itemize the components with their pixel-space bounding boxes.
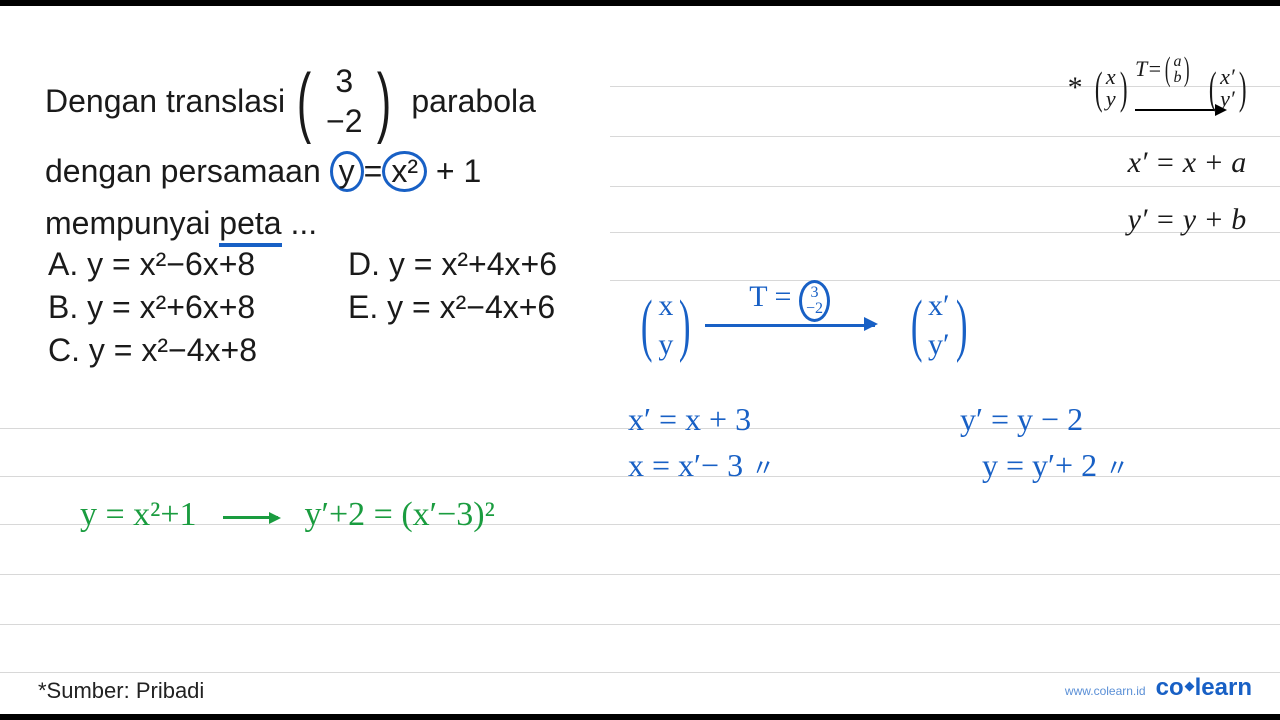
vec-xp: x′ [1220, 66, 1235, 88]
vec-b: b [1173, 70, 1181, 86]
vector-top: 3 [335, 61, 353, 101]
circled-y: y [330, 151, 364, 192]
vec-a: a [1173, 54, 1181, 70]
brand-post: learn [1195, 674, 1252, 701]
option-e: E. y = x²−4x+6 [348, 289, 557, 326]
blue-working-mapping: (xy) T = 3 −2 (x′y′) [635, 286, 973, 364]
problem-text: Dengan translasi [45, 77, 285, 125]
hw-vec-xy: (xy) [635, 286, 697, 364]
green-rhs: y′+2 = (x′−3)² [305, 496, 495, 533]
hw-arrow: T = 3 −2 [705, 324, 875, 327]
brand-dot-icon [1184, 682, 1194, 692]
eq-yprime: y′ = y − 2 [960, 396, 1129, 442]
problem-text: ... [282, 205, 318, 241]
hw-vec-xyp: (x′y′) [905, 286, 973, 364]
brand-site: www.colearn.id [1065, 684, 1146, 698]
xy-vector: (xy) [1091, 61, 1131, 114]
green-working: y = x²+1 y′+2 = (x′−3)² [80, 496, 495, 534]
eq-x: x = x′− 3 [628, 447, 743, 483]
eq-y: y = y′+ 2 [982, 447, 1097, 483]
underlined-peta: peta [219, 205, 281, 247]
green-lhs: y = x²+1 [80, 496, 197, 533]
brand-pre: co [1156, 674, 1184, 701]
problem-text: mempunyai [45, 205, 219, 241]
source-footer: *Sumber: Pribadi [38, 678, 204, 704]
problem-text: dengan persamaan [45, 153, 321, 189]
blue-working-x: x′ = x + 3 x = x′− 3 〃 [628, 396, 775, 489]
eq-xprime: x′ = x + 3 [628, 396, 775, 442]
hw-x: x [658, 286, 673, 325]
green-arrow [223, 516, 278, 519]
hw-y: y [658, 325, 673, 364]
hw-t-vector-circled: 3 −2 [799, 280, 830, 322]
vec-y: y [1106, 88, 1116, 110]
blue-working-y: y′ = y − 2 y = y′+ 2 〃 [960, 396, 1129, 489]
formula-eq1: x′ = x + a [1128, 134, 1250, 191]
hw-tvec-top: 3 [810, 285, 818, 301]
vec-x: x [1106, 66, 1116, 88]
hw-xp: x′ [928, 286, 950, 325]
hw-tvec-bot: −2 [806, 301, 823, 317]
problem-statement: Dengan translasi ( 3 −2 ) parabola denga… [45, 61, 536, 247]
formula-eq2: y′ = y + b [1128, 191, 1250, 248]
translation-formula: * (xy) T=(ab) (x′y′) x′ = x + a y′ = y +… [1068, 61, 1250, 248]
problem-text: parabola [411, 77, 536, 125]
hw-t-eq: T = [749, 279, 791, 312]
option-d: D. y = x²+4x+6 [348, 246, 557, 283]
equals-sign: = [364, 153, 383, 189]
translation-vector: ( 3 −2 ) [291, 61, 397, 141]
option-c: C. y = x²−4x+8 [48, 332, 257, 369]
option-a: A. y = x²−6x+8 [48, 246, 257, 283]
hw-yp: y′ [928, 325, 950, 364]
option-b: B. y = x²+6x+8 [48, 289, 257, 326]
ditto-mark: 〃 [751, 456, 775, 482]
vector-bottom: −2 [326, 101, 362, 141]
t-label: T=(ab) [1135, 56, 1193, 81]
t-prefix: T= [1135, 56, 1162, 81]
eq-tail: + 1 [436, 153, 481, 189]
star-mark: * [1068, 71, 1083, 105]
xy-prime-vector: (x′y′) [1205, 61, 1250, 114]
circled-x-squared: x² [382, 151, 427, 192]
brand-logo: www.colearn.id colearn [1065, 674, 1252, 702]
ditto-mark: 〃 [1105, 456, 1129, 482]
